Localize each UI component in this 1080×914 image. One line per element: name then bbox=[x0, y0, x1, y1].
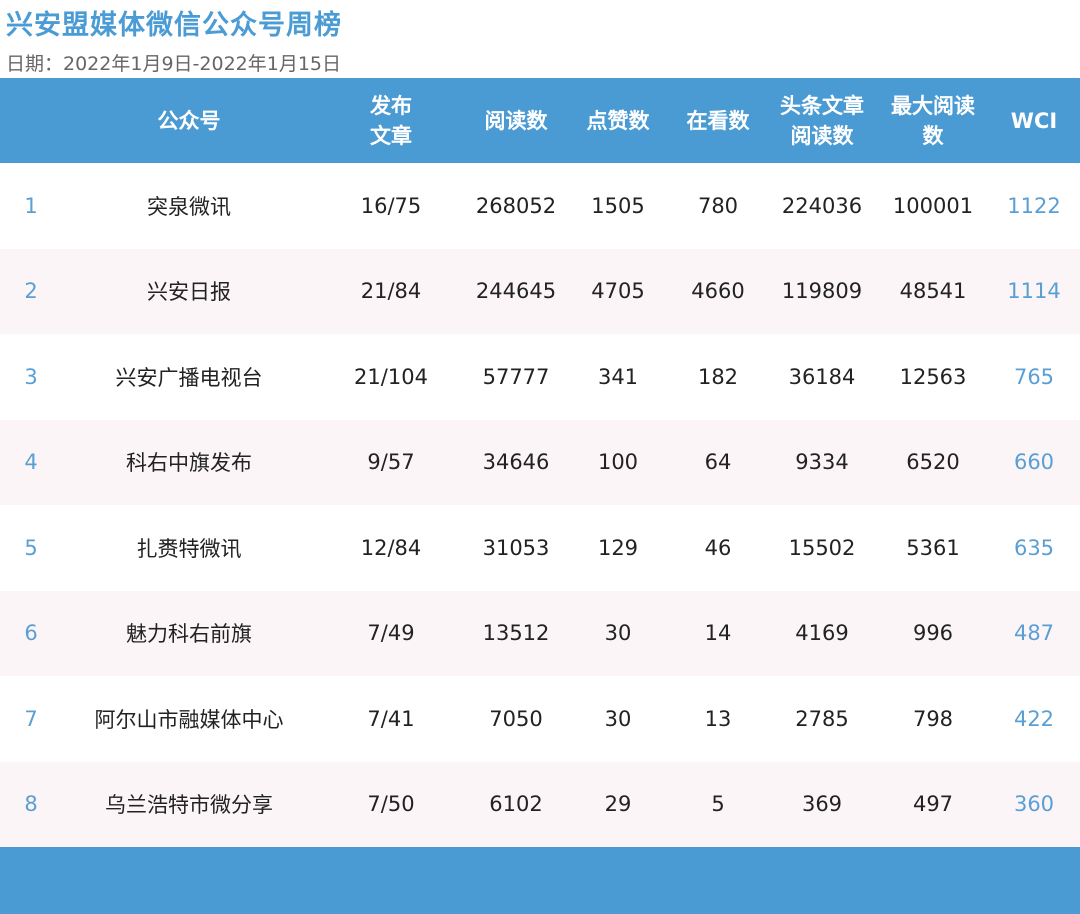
reads-cell: 244645 bbox=[475, 279, 557, 304]
watching-cell: 14 bbox=[704, 621, 732, 646]
page-title: 兴安盟媒体微信公众号周榜 bbox=[6, 10, 342, 41]
rank-cell: 5 bbox=[24, 535, 38, 560]
max-reads-cell: 996 bbox=[912, 621, 954, 646]
header-likes: 点赞数 bbox=[586, 108, 650, 133]
headline-reads-cell: 4169 bbox=[795, 621, 849, 646]
max-reads-cell: 100001 bbox=[892, 193, 974, 218]
headline-reads-cell: 369 bbox=[801, 792, 843, 817]
published-cell: 7/49 bbox=[367, 621, 415, 646]
account-cell: 兴安广播电视台 bbox=[115, 365, 263, 390]
account-cell: 乌兰浩特市微分享 bbox=[105, 793, 273, 818]
account-cell: 兴安日报 bbox=[147, 280, 231, 305]
max-reads-cell: 497 bbox=[912, 792, 954, 817]
reads-cell: 31053 bbox=[482, 535, 550, 560]
watching-cell: 182 bbox=[697, 364, 739, 389]
likes-cell: 341 bbox=[597, 364, 639, 389]
header-account: 公众号 bbox=[157, 108, 221, 133]
date-range: 日期：2022年1月9日-2022年1月15日 bbox=[6, 53, 342, 75]
reads-cell: 13512 bbox=[482, 621, 550, 646]
header-headline-reads-line1: 头条文章 bbox=[780, 93, 864, 118]
max-reads-cell: 6520 bbox=[906, 450, 960, 475]
headline-reads-cell: 2785 bbox=[795, 706, 849, 731]
header-published-line1: 发布 bbox=[370, 93, 412, 118]
rank-cell: 6 bbox=[24, 621, 38, 646]
likes-cell: 30 bbox=[604, 621, 632, 646]
table-row: 7 阿尔山市融媒体中心 7/41 7050 30 13 2785 798 422 bbox=[0, 676, 1080, 762]
header-headline-reads: 头条文章 阅读数 bbox=[766, 78, 878, 163]
table-row: 3 兴安广播电视台 21/104 57777 341 182 36184 125… bbox=[0, 334, 1080, 420]
watching-cell: 13 bbox=[704, 706, 732, 731]
max-reads-cell: 798 bbox=[912, 706, 954, 731]
rank-cell: 3 bbox=[24, 364, 38, 389]
wci-cell: 1122 bbox=[1007, 193, 1061, 218]
rank-cell: 2 bbox=[24, 279, 38, 304]
watching-cell: 46 bbox=[704, 535, 732, 560]
reads-cell: 34646 bbox=[482, 450, 550, 475]
wci-cell: 635 bbox=[1013, 535, 1055, 560]
likes-cell: 4705 bbox=[591, 279, 645, 304]
table-row: 6 魅力科右前旗 7/49 13512 30 14 4169 996 487 bbox=[0, 590, 1080, 676]
watching-cell: 5 bbox=[711, 792, 725, 817]
published-cell: 9/57 bbox=[367, 450, 415, 475]
reads-cell: 7050 bbox=[489, 706, 543, 731]
table-row: 5 扎赉特微讯 12/84 31053 129 46 15502 5361 63… bbox=[0, 505, 1080, 591]
headline-reads-cell: 119809 bbox=[781, 279, 863, 304]
reads-cell: 6102 bbox=[489, 792, 543, 817]
header-reads: 阅读数 bbox=[484, 108, 548, 133]
table-body: 1 突泉微讯 16/75 268052 1505 780 224036 1000… bbox=[0, 163, 1080, 847]
headline-reads-cell: 9334 bbox=[795, 450, 849, 475]
table-row: 1 突泉微讯 16/75 268052 1505 780 224036 1000… bbox=[0, 163, 1080, 249]
rank-cell: 8 bbox=[24, 792, 38, 817]
headline-reads-cell: 15502 bbox=[788, 535, 856, 560]
header-max-reads: 最大阅读数 bbox=[878, 78, 988, 163]
header-wci: WCI bbox=[1010, 108, 1058, 133]
table-footer bbox=[0, 847, 1080, 914]
account-cell: 突泉微讯 bbox=[147, 194, 231, 219]
account-cell: 扎赉特微讯 bbox=[136, 536, 242, 561]
table-row: 8 乌兰浩特市微分享 7/50 6102 29 5 369 497 360 bbox=[0, 761, 1080, 847]
likes-cell: 30 bbox=[604, 706, 632, 731]
max-reads-cell: 12563 bbox=[899, 364, 967, 389]
published-cell: 16/75 bbox=[360, 193, 422, 218]
header-published: 发布 文章 bbox=[316, 78, 466, 163]
header-max-reads-line1: 最大阅读 bbox=[891, 93, 975, 118]
reads-cell: 268052 bbox=[475, 193, 557, 218]
header-headline-reads-line2: 阅读数 bbox=[790, 123, 854, 148]
table-row: 4 科右中旗发布 9/57 34646 100 64 9334 6520 660 bbox=[0, 419, 1080, 505]
wci-cell: 1114 bbox=[1007, 279, 1061, 304]
header-published-line2: 文章 bbox=[370, 123, 412, 148]
table-row: 2 兴安日报 21/84 244645 4705 4660 119809 485… bbox=[0, 248, 1080, 334]
account-cell: 科右中旗发布 bbox=[126, 451, 252, 476]
rank-cell: 1 bbox=[24, 193, 38, 218]
rank-cell: 4 bbox=[24, 450, 38, 475]
reads-cell: 57777 bbox=[482, 364, 550, 389]
account-cell: 魅力科右前旗 bbox=[126, 622, 252, 647]
wci-cell: 660 bbox=[1013, 450, 1055, 475]
watching-cell: 64 bbox=[704, 450, 732, 475]
likes-cell: 29 bbox=[604, 792, 632, 817]
rank-cell: 7 bbox=[24, 706, 38, 731]
header-watching: 在看数 bbox=[686, 108, 750, 133]
published-cell: 21/84 bbox=[360, 279, 422, 304]
headline-reads-cell: 224036 bbox=[781, 193, 863, 218]
headline-reads-cell: 36184 bbox=[788, 364, 856, 389]
max-reads-cell: 5361 bbox=[906, 535, 960, 560]
wci-cell: 765 bbox=[1013, 364, 1055, 389]
published-cell: 7/41 bbox=[367, 706, 415, 731]
table-header: 公众号 发布文章 阅读数 点赞数 在看数 头条文章阅读数 最大阅读数 WCI bbox=[0, 78, 1080, 163]
max-reads-cell: 48541 bbox=[899, 279, 967, 304]
published-cell: 21/104 bbox=[354, 364, 428, 389]
likes-cell: 129 bbox=[597, 535, 639, 560]
wci-cell: 422 bbox=[1013, 706, 1055, 731]
wci-cell: 360 bbox=[1013, 792, 1055, 817]
likes-cell: 1505 bbox=[591, 193, 645, 218]
wci-cell: 487 bbox=[1013, 621, 1055, 646]
likes-cell: 100 bbox=[597, 450, 639, 475]
account-cell: 阿尔山市融媒体中心 bbox=[94, 707, 284, 732]
watching-cell: 4660 bbox=[691, 279, 745, 304]
watching-cell: 780 bbox=[697, 193, 739, 218]
published-cell: 12/84 bbox=[360, 535, 422, 560]
published-cell: 7/50 bbox=[367, 792, 415, 817]
header-max-reads-line2: 数 bbox=[922, 123, 944, 148]
